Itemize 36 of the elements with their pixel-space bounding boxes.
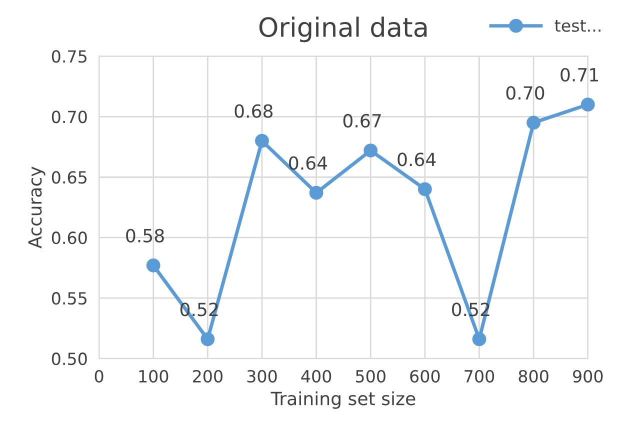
chart-title: Original data xyxy=(259,16,427,42)
x-tick-label: 500 xyxy=(356,370,386,383)
point xyxy=(418,182,432,196)
legend-label: test... xyxy=(554,20,600,32)
data-label: 0.67 xyxy=(343,114,381,128)
y-tick-label: 0.75 xyxy=(52,50,86,63)
point xyxy=(146,258,160,272)
x-axis-title: Training set size xyxy=(270,391,416,409)
x-tick-label: 800 xyxy=(518,370,548,383)
data-label: 0.68 xyxy=(234,104,273,118)
x-tick-label: 300 xyxy=(247,370,277,383)
data-label: 0.70 xyxy=(506,86,544,100)
point xyxy=(526,116,541,130)
x-tick-label: 400 xyxy=(301,370,332,383)
x-tick-label: 900 xyxy=(573,370,603,383)
data-label: 0.64 xyxy=(289,156,328,170)
point xyxy=(580,98,595,112)
y-tick-label: 0.60 xyxy=(52,232,87,244)
point xyxy=(200,332,215,346)
x-tick-label: 600 xyxy=(410,370,440,383)
x-tick-label: 700 xyxy=(464,370,494,383)
y-tick-label: 0.55 xyxy=(52,292,86,305)
x-tick-label: 200 xyxy=(192,370,222,383)
x-tick-label: 100 xyxy=(139,370,168,383)
y-tick-label: 0.50 xyxy=(52,352,87,366)
data-label: 0.71 xyxy=(560,68,598,82)
y-tick-label: 0.65 xyxy=(52,171,86,184)
y-tick-label: 0.70 xyxy=(52,110,87,124)
point xyxy=(364,144,378,158)
point xyxy=(309,186,324,200)
data-label: 0.64 xyxy=(398,152,436,166)
point xyxy=(255,134,269,148)
data-label: 0.58 xyxy=(126,228,164,242)
y-axis-title: Accuracy xyxy=(28,166,46,248)
x-tick-label: 0 xyxy=(94,370,104,383)
point xyxy=(472,332,486,346)
